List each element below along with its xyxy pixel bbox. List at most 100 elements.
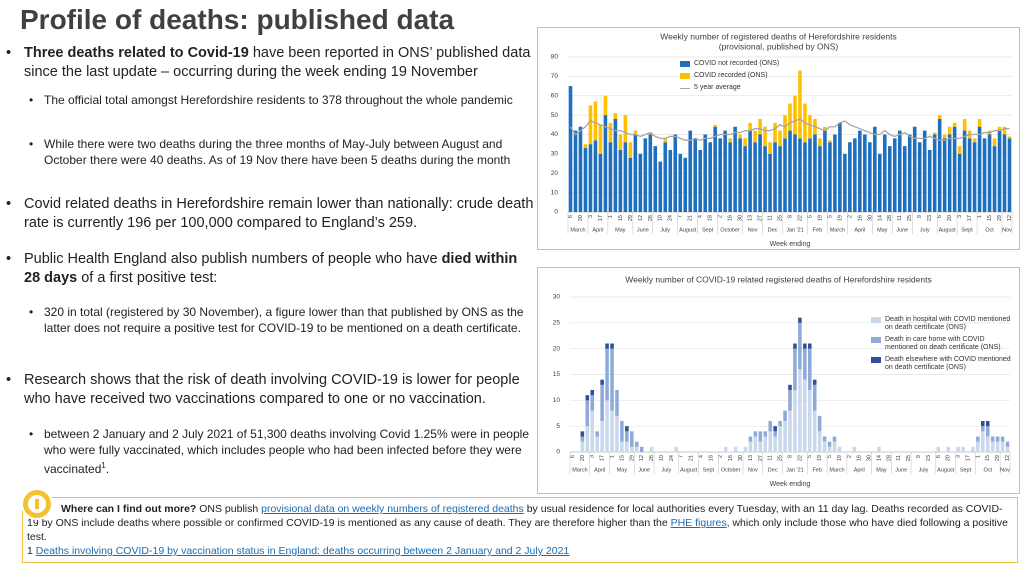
x-tick-label: 19 <box>817 215 823 221</box>
bar <box>843 153 847 212</box>
month-label: March <box>570 227 585 233</box>
legend-label: COVID recorded (ONS) <box>694 72 768 79</box>
bar <box>981 431 985 452</box>
month-label: April <box>592 227 603 233</box>
bar <box>937 119 942 212</box>
bar <box>961 446 965 452</box>
x-tick-label: 1 <box>609 455 615 458</box>
text-run: Covid related deaths in Herefordshire re… <box>24 196 534 231</box>
month-label: Nov <box>748 467 758 473</box>
x-tick-label: 2 <box>718 215 724 218</box>
x-tick-label: 29 <box>629 455 635 461</box>
bar <box>982 138 987 212</box>
bar <box>615 415 619 452</box>
bar <box>633 134 638 212</box>
x-tick-label: 28 <box>886 455 892 461</box>
bar <box>817 415 822 432</box>
x-tick-label: 30 <box>738 215 744 221</box>
month-label: Jan '21 <box>786 227 804 233</box>
legend-label: COVID not recorded (ONS) <box>694 60 780 67</box>
bar <box>822 441 827 452</box>
bar <box>748 130 752 212</box>
bar <box>593 101 598 141</box>
y-tick-label: 15 <box>553 371 561 378</box>
link[interactable]: provisional data on weekly numbers of re… <box>261 503 524 515</box>
x-tick-label: 9 <box>916 455 922 458</box>
x-tick-label: 15 <box>619 455 625 461</box>
text-run: . <box>105 462 110 476</box>
bar <box>832 436 837 442</box>
bar <box>962 119 967 131</box>
bullet: between 2 January and 2 July 2021 of 51,… <box>29 426 534 477</box>
bar <box>638 153 643 212</box>
bar <box>603 95 608 116</box>
bar <box>878 153 882 212</box>
month-label: June <box>637 227 649 233</box>
bar <box>608 122 613 143</box>
bar <box>648 132 653 135</box>
bar <box>995 436 1000 442</box>
legend-item: 5 year average <box>680 84 830 92</box>
bar <box>803 142 807 212</box>
bar <box>778 130 782 147</box>
bar <box>917 142 922 212</box>
x-tick-label: 25 <box>778 455 784 461</box>
y-tick-label: 30 <box>553 294 561 301</box>
legend-item: COVID recorded (ONS) <box>680 72 830 80</box>
bar <box>618 134 623 150</box>
bar <box>788 390 792 411</box>
bar <box>718 138 722 212</box>
bar <box>952 122 957 127</box>
x-tick-label: 16 <box>857 455 863 461</box>
bar <box>758 441 763 452</box>
bar <box>990 441 995 452</box>
link[interactable]: PHE figures <box>670 517 727 529</box>
legend-item: Death elsewhere with COVID mentioned on … <box>871 356 1011 372</box>
bar <box>818 138 822 147</box>
bar <box>1002 126 1007 135</box>
bar <box>593 140 598 212</box>
bar <box>793 134 797 212</box>
bar <box>902 146 907 212</box>
text-run: , which only include those who have died… <box>27 517 1008 543</box>
bar <box>733 126 737 212</box>
bar <box>688 130 693 212</box>
bar <box>583 148 588 212</box>
bullet: Research shows that the risk of death in… <box>6 371 536 409</box>
month-label: May <box>876 467 887 473</box>
month-label: Oct <box>985 227 994 233</box>
bar <box>758 431 763 442</box>
bar <box>763 436 768 452</box>
bar <box>813 134 817 212</box>
x-tick-label: 5 <box>807 215 813 218</box>
bar <box>873 126 877 212</box>
bar <box>848 142 852 212</box>
text-run: between 2 January and 2 July 2021 of 51,… <box>44 427 529 476</box>
y-tick-label: 0 <box>556 449 560 456</box>
bar <box>947 126 952 135</box>
bar <box>773 426 777 432</box>
bar <box>615 390 619 416</box>
line <box>569 118 1010 142</box>
x-tick-label: 24 <box>669 455 675 461</box>
bar <box>832 441 837 452</box>
bar <box>663 138 668 143</box>
bullet: 320 in total (registered by 30 November)… <box>29 304 534 336</box>
bar <box>708 142 712 212</box>
x-tick-label: 22 <box>797 455 803 461</box>
bar <box>897 130 902 212</box>
bar <box>673 134 678 212</box>
bar <box>568 86 573 212</box>
x-tick-label: 29 <box>997 215 1003 221</box>
bar <box>778 146 782 212</box>
bar <box>763 126 767 147</box>
text-run: Three deaths related to Covid-19 <box>24 45 249 61</box>
bar <box>585 400 590 427</box>
bar <box>946 446 950 452</box>
x-tick-label: 18 <box>708 215 714 221</box>
month-label: April <box>854 467 865 473</box>
link[interactable]: Deaths involving COVID-19 by vaccination… <box>35 545 570 557</box>
x-tick-label: 15 <box>987 215 993 221</box>
bar <box>633 130 638 135</box>
bar <box>743 138 747 147</box>
